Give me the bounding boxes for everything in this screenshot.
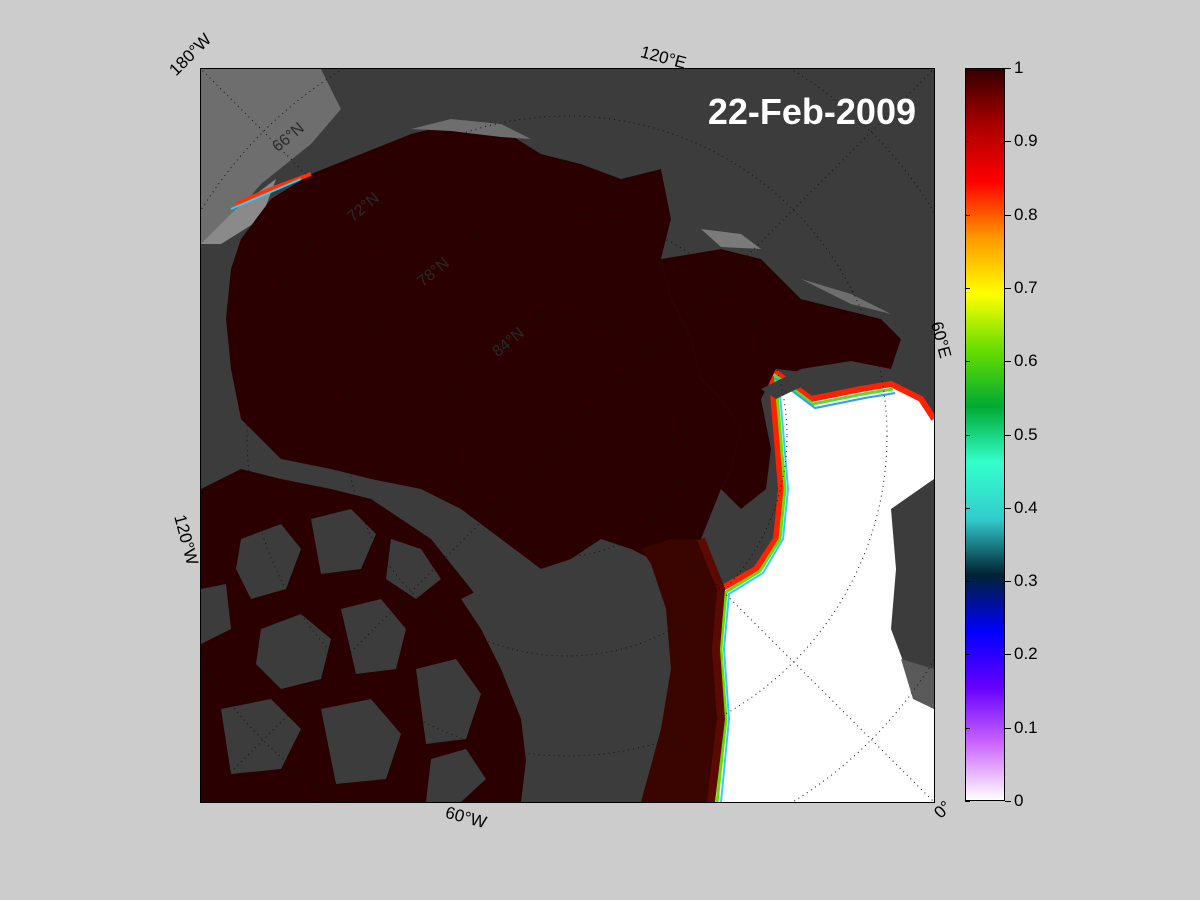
colorbar-tick-mark [1005, 507, 1011, 509]
colorbar-tick-mark [1005, 141, 1011, 143]
alaska-land [201, 69, 341, 244]
colorbar-tick-mark [965, 68, 970, 69]
arctic-map-canvas [201, 69, 934, 802]
colorbar-tick-mark [1005, 801, 1011, 802]
siberia-land [321, 69, 934, 369]
colorbar-tick-label: 0.3 [1014, 571, 1038, 591]
colorbar-tick-mark [965, 581, 970, 583]
colorbar-tick-label: 0.6 [1014, 351, 1038, 371]
colorbar-tick-mark [1005, 581, 1011, 583]
colorbar-tick-mark [965, 434, 970, 436]
colorbar-tick-mark [1005, 287, 1011, 289]
colorbar-tick-mark [965, 654, 970, 656]
colorbar-tick-label: 0.9 [1014, 131, 1038, 151]
greenland-land [461, 549, 671, 802]
colorbar-tick-mark [965, 361, 970, 363]
colorbar-tick-mark [965, 214, 970, 216]
arctic-map: 22-Feb-2009 66°N 72°N 78°N 84°N [200, 68, 935, 803]
latitude-circles [201, 69, 934, 802]
lon-label-120w: 120°W [170, 512, 202, 568]
colorbar-tick-mark [1005, 361, 1011, 363]
date-label: 22-Feb-2009 [707, 91, 916, 132]
colorbar-tick-label: 0.5 [1014, 424, 1038, 444]
open-water [711, 369, 934, 802]
colorbar-tick-label: 0.1 [1014, 717, 1038, 737]
colorbar-tick-mark [1005, 727, 1011, 729]
colorbar [965, 68, 1005, 801]
colorbar-tick-mark [965, 141, 970, 143]
canadian-archipelago-islands [201, 509, 486, 802]
colorbar-tick-label: 1 [1014, 58, 1024, 77]
colorbar-tick-label: 0.8 [1014, 204, 1038, 224]
colorbar-tick-mark [965, 727, 970, 729]
colorbar-tick-mark [1005, 214, 1011, 216]
colorbar-tick-mark [1005, 434, 1011, 436]
novaya-zemlya-land [761, 361, 891, 399]
sea-ice-pack [226, 124, 741, 569]
scandinavia-land [891, 479, 934, 679]
colorbar-tick-mark [965, 287, 970, 289]
colorbar-tick-label: 0.2 [1014, 644, 1038, 664]
colorbar-tick-mark [1005, 654, 1011, 656]
colorbar-tick-label: 0.7 [1014, 277, 1038, 297]
colorbar-tick-mark [1005, 68, 1011, 69]
colorbar-tick-label: 0 [1014, 791, 1024, 810]
colorbar-tick-label: 0.4 [1014, 497, 1038, 517]
lon-label-60w: 60°W [443, 802, 489, 833]
colorbar-tick-mark [965, 507, 970, 509]
colorbar-tick-mark [965, 801, 970, 802]
